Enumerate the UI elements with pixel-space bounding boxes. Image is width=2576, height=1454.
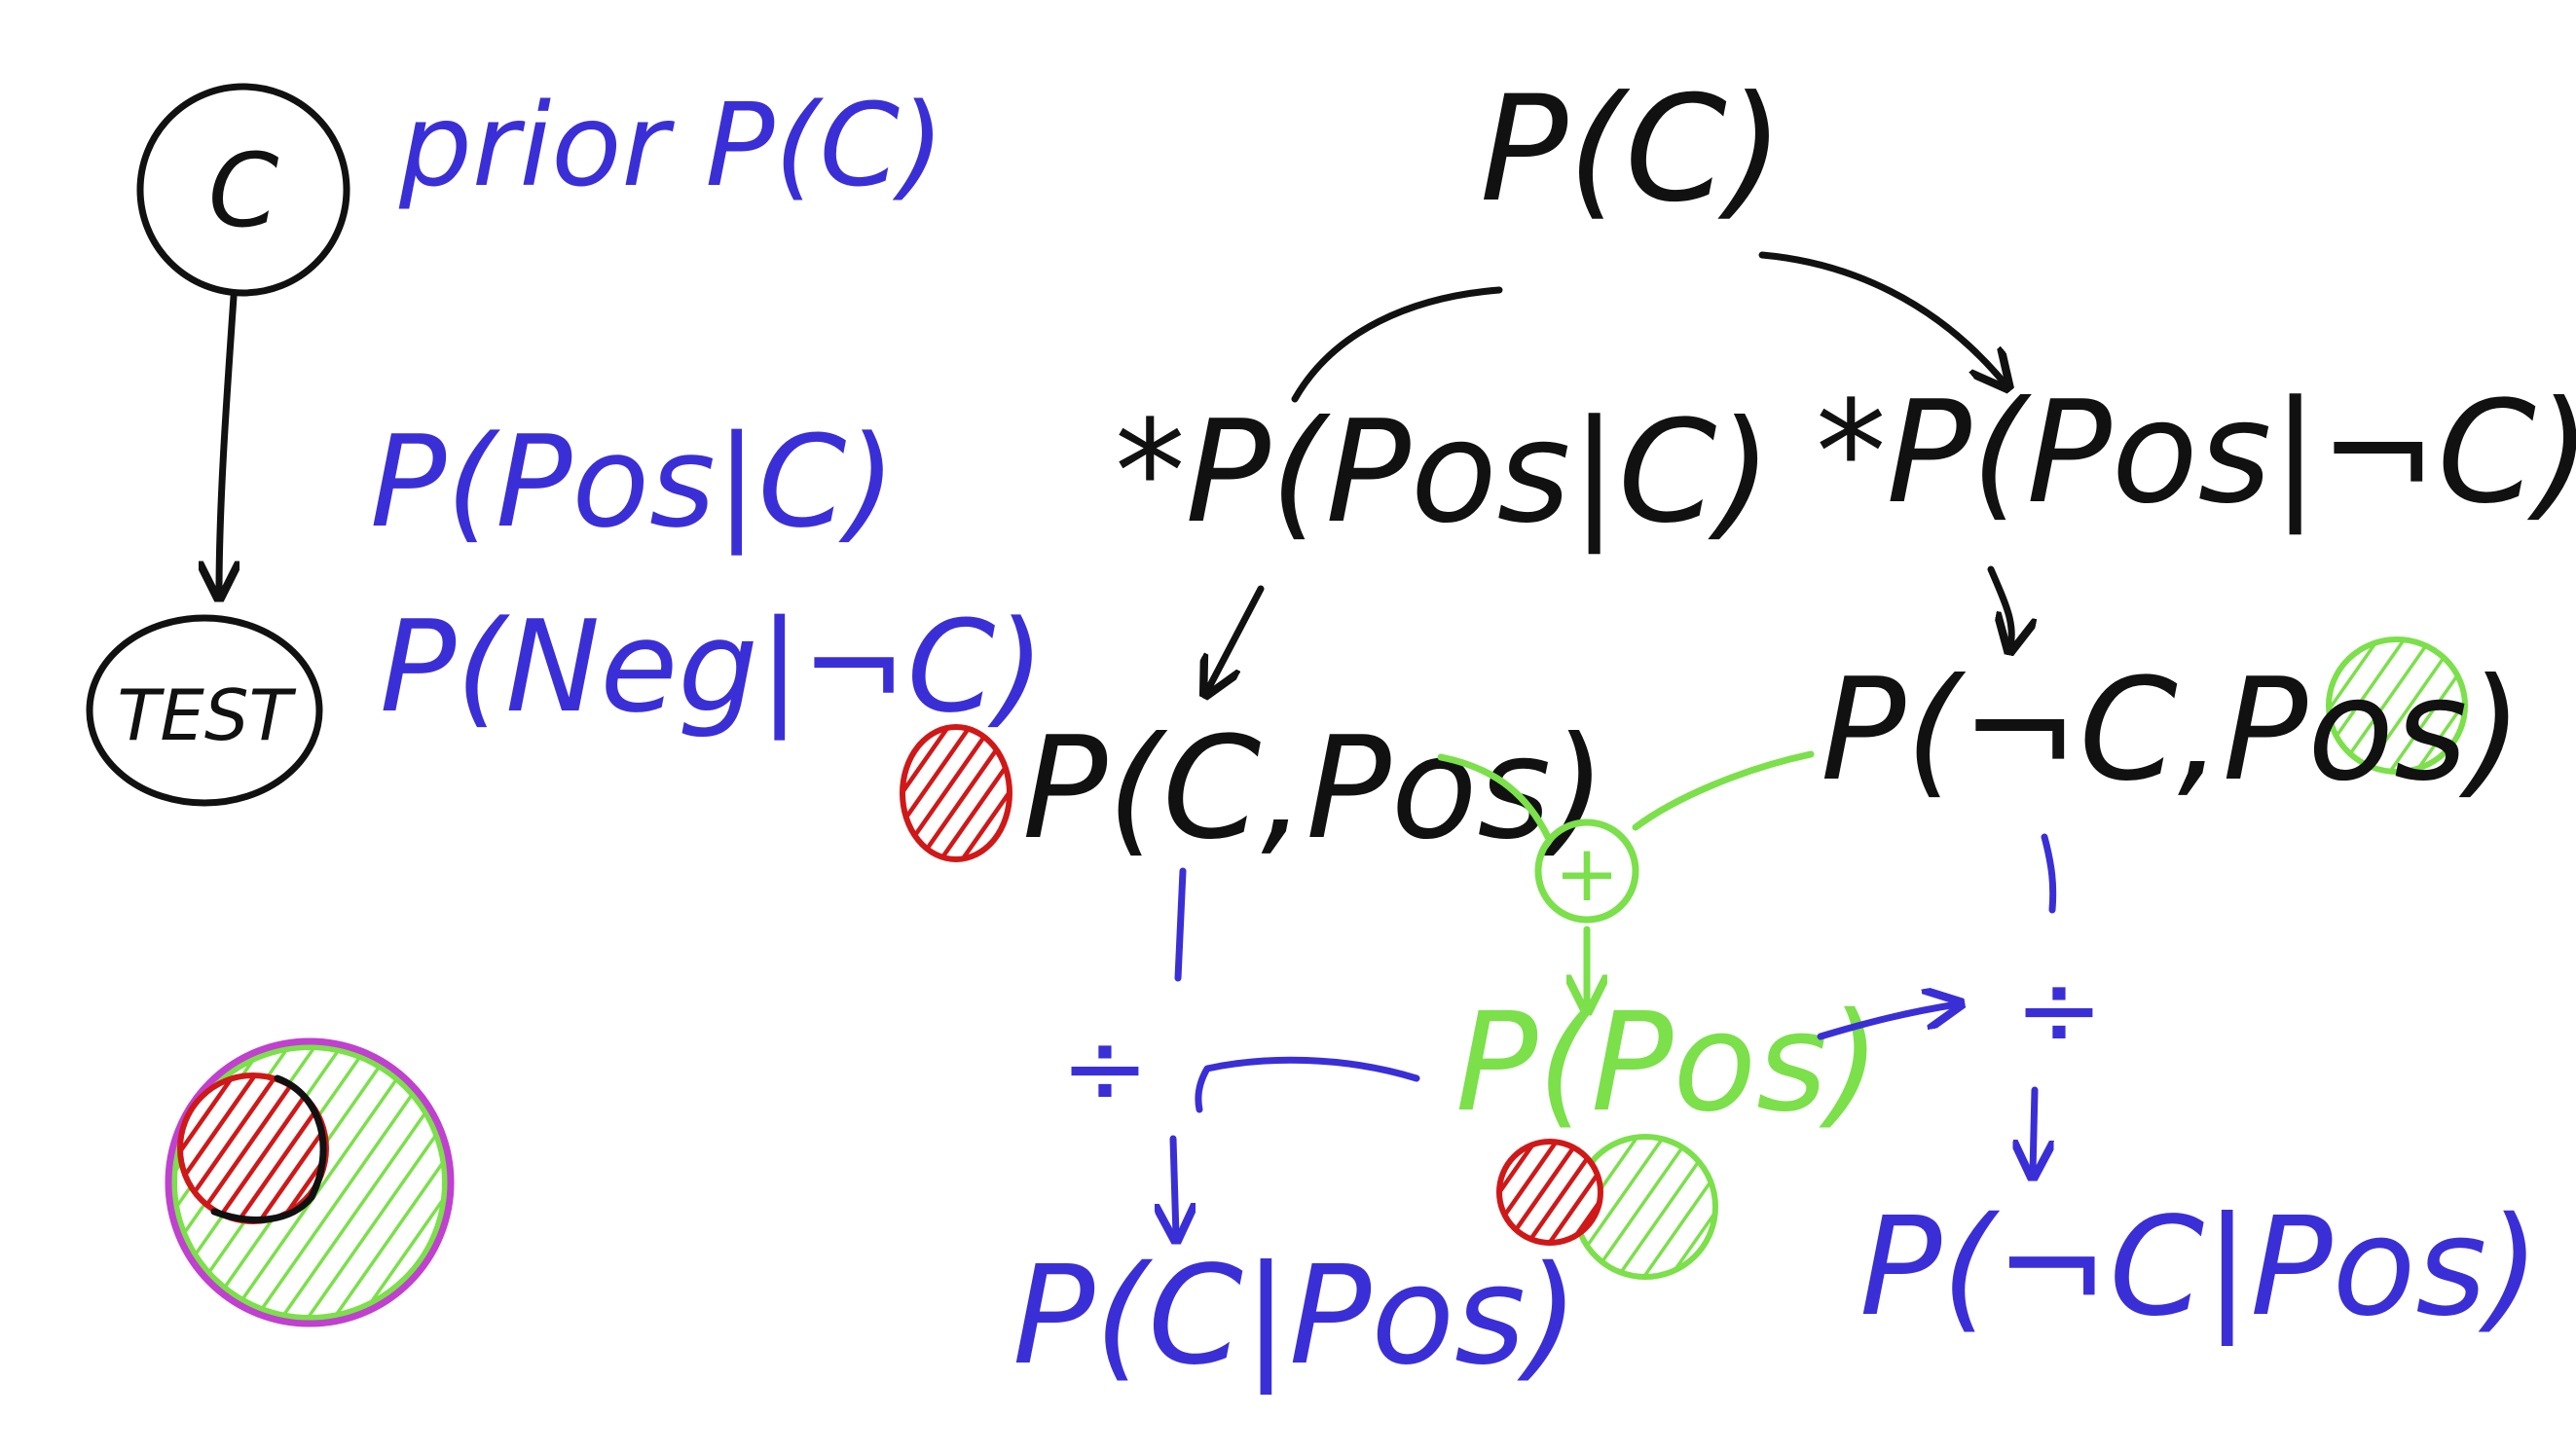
node-c-circle <box>136 83 350 297</box>
prior-label: prior P(C) <box>398 78 944 212</box>
tree-root: P(C) <box>1480 65 1784 235</box>
edge-joint-left-down <box>1174 867 1187 982</box>
divide-right: ÷ <box>2014 947 2104 1072</box>
tree-left-multiplier: *P(Pos|C) <box>1115 390 1772 555</box>
population-magenta-outline <box>165 1037 455 1327</box>
tree-joint-left: P(C,Pos) <box>1022 707 1606 871</box>
edge-left-mult-to-joint <box>1207 585 1265 691</box>
cpt-pos-given-c: P(Pos|C) <box>370 408 896 556</box>
sum-red-marker <box>1496 1139 1603 1246</box>
edge-c-to-test <box>219 293 234 594</box>
edge-joint-right-down <box>2041 833 2057 914</box>
plus-circle <box>1534 818 1639 924</box>
tree-right-multiplier: *P(Pos|¬C) <box>1816 371 2576 535</box>
population-circle-diagram <box>165 1037 455 1327</box>
edge-joint-right-to-plus <box>1632 750 1815 831</box>
tree-sum: P(Pos) <box>1455 984 1881 1143</box>
edge-joint-left-to-plus <box>1437 753 1552 841</box>
edge-sum-to-divide-left <box>1195 1056 1420 1113</box>
plus-sign: + <box>1554 828 1619 919</box>
node-c-label: C <box>208 131 279 250</box>
edge-root-to-right <box>1758 251 2006 384</box>
cancer-black-outline <box>210 1074 327 1223</box>
edge-divide-right-to-posterior <box>2033 1086 2035 1173</box>
edge-sum-to-divide-right <box>1817 1004 1957 1040</box>
node-test-circle <box>86 614 323 807</box>
joint-left-red-marker <box>900 724 1012 862</box>
joint-right-green-marker <box>2326 636 2468 775</box>
edge-right-mult-to-joint <box>1987 565 2011 647</box>
tree-posterior-left: P(C|Pos) <box>1012 1237 1579 1396</box>
tree-posterior-right: P(¬C|Pos) <box>1859 1188 2540 1347</box>
probability-tree: P(C) *P(Pos|C) *P(Pos|¬C) P(C,Pos) P(¬C,… <box>900 65 2576 1396</box>
bayes-net: C TEST prior P(C) P(Pos|C) P(Neg|¬C) <box>86 78 1045 807</box>
divide-left: ÷ <box>1060 1005 1150 1130</box>
cpt-neg-given-not-c: P(Neg|¬C) <box>380 593 1045 741</box>
tree-joint-right: P(¬C,Pos) <box>1821 648 2522 813</box>
edge-root-to-left <box>1291 286 1503 403</box>
node-test-label: TEST <box>117 674 296 756</box>
edge-divide-left-to-posterior <box>1173 1135 1176 1236</box>
